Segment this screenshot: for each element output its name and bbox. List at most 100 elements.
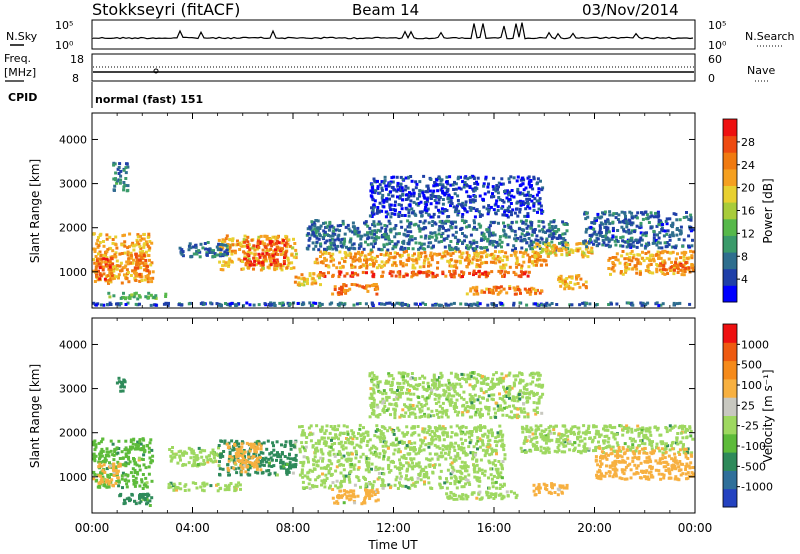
data-cell <box>324 467 328 471</box>
data-cell <box>105 479 109 482</box>
data-cell <box>111 255 115 259</box>
data-cell <box>426 184 430 188</box>
data-cell <box>132 248 136 252</box>
data-cell <box>217 464 221 468</box>
data-cell <box>538 229 542 233</box>
data-cell <box>360 252 364 256</box>
data-cell <box>417 193 421 196</box>
data-cell <box>564 248 568 252</box>
data-cell <box>498 260 502 264</box>
data-cell <box>124 473 128 477</box>
data-cell <box>379 430 383 434</box>
data-cell <box>340 237 344 241</box>
data-cell <box>272 260 276 264</box>
data-cell <box>430 430 434 434</box>
data-cell <box>222 450 226 453</box>
data-cell <box>273 268 277 272</box>
data-cell <box>432 212 436 216</box>
data-cell <box>492 221 495 225</box>
data-cell <box>255 259 259 263</box>
data-cell <box>350 243 354 247</box>
data-cell <box>439 451 443 455</box>
data-cell <box>506 223 510 227</box>
data-cell <box>391 180 395 184</box>
data-cell <box>218 467 222 471</box>
data-cell <box>463 207 467 211</box>
data-cell <box>143 242 147 246</box>
data-cell <box>498 238 502 242</box>
data-cell <box>451 251 455 255</box>
data-cell <box>610 267 614 271</box>
data-cell <box>229 482 233 485</box>
data-cell <box>414 302 418 306</box>
colorbar-swatch <box>723 168 737 186</box>
data-cell <box>535 199 539 203</box>
data-cell <box>353 255 356 259</box>
data-cell <box>435 183 439 187</box>
data-cell <box>399 220 403 224</box>
data-cell <box>529 193 533 197</box>
data-cell <box>362 436 366 440</box>
data-cell <box>537 219 541 223</box>
data-cell <box>675 233 679 237</box>
data-cell <box>365 284 369 288</box>
data-cell <box>150 261 154 265</box>
data-cell <box>461 205 465 208</box>
data-cell <box>449 456 453 460</box>
data-cell <box>536 238 540 242</box>
data-cell <box>124 454 128 458</box>
data-cell <box>236 302 240 306</box>
data-cell <box>291 471 295 475</box>
data-cell <box>382 233 386 237</box>
data-cell <box>476 470 480 474</box>
data-cell <box>297 281 301 285</box>
data-cell <box>125 268 129 272</box>
data-cell <box>145 277 149 280</box>
colorbar-swatch <box>723 252 737 270</box>
data-cell <box>317 226 321 230</box>
data-cell <box>660 221 663 225</box>
data-cell <box>438 225 442 228</box>
data-cell <box>448 195 451 199</box>
data-cell <box>252 462 256 466</box>
data-cell <box>536 244 540 248</box>
data-cell <box>523 238 527 242</box>
data-cell <box>108 461 111 465</box>
data-cell <box>524 222 528 226</box>
data-cell <box>590 233 594 237</box>
data-cell <box>305 246 309 250</box>
data-cell <box>217 248 221 252</box>
data-cell <box>656 211 660 215</box>
data-cell <box>357 479 361 482</box>
data-cell <box>258 464 262 468</box>
data-cell <box>564 243 568 247</box>
data-cell <box>578 247 582 251</box>
data-cell <box>578 285 582 289</box>
data-cell <box>655 263 659 266</box>
data-cell <box>495 184 499 187</box>
data-cell <box>380 235 384 239</box>
data-cell <box>118 303 122 307</box>
data-cell <box>424 211 428 215</box>
data-cell <box>545 251 549 255</box>
data-cell <box>635 271 639 275</box>
data-cell <box>98 241 102 244</box>
data-cell <box>306 232 310 236</box>
data-cell <box>410 426 414 430</box>
data-cell <box>479 261 483 265</box>
data-cell <box>267 464 271 468</box>
data-cell <box>472 455 476 459</box>
data-cell <box>505 196 509 200</box>
colorbar-swatch <box>723 152 737 170</box>
data-cell <box>422 221 426 225</box>
data-cell <box>339 285 343 289</box>
data-cell <box>334 484 338 488</box>
data-cell <box>273 235 277 239</box>
data-cell <box>478 194 482 198</box>
data-cell <box>340 292 343 296</box>
data-cell <box>178 246 182 250</box>
data-cell <box>192 455 196 459</box>
data-cell <box>533 252 537 256</box>
data-cell <box>540 211 544 215</box>
data-cell <box>499 265 503 269</box>
